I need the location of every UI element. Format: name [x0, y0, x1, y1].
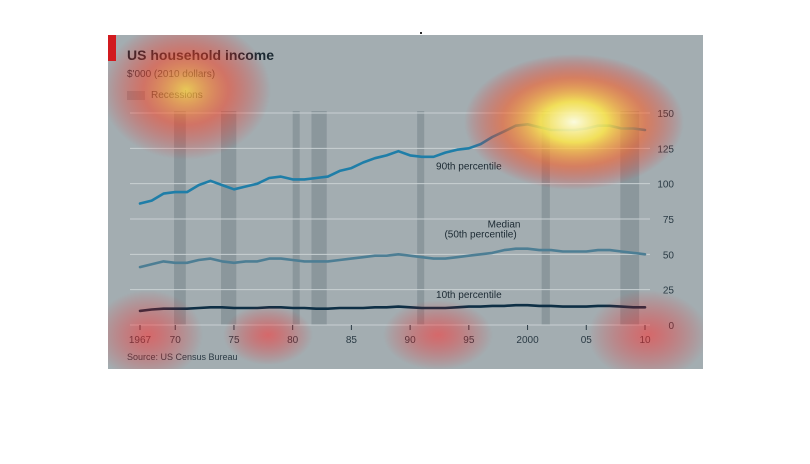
series-annotation: 10th percentile [436, 290, 502, 301]
chart-title: US household income [127, 47, 275, 63]
y-tick-label: 75 [663, 215, 675, 226]
recession-legend-label: Recessions [151, 90, 203, 101]
recession-band [417, 111, 425, 325]
line-chart: 0 25 50 75 100 125 150 1967 70 75 80 85 90 95 2000 05 10… [129, 109, 675, 346]
y-tick-label: 25 [663, 286, 675, 297]
x-tick-label: 90 [405, 335, 417, 346]
y-tick-label: 125 [657, 144, 674, 155]
series-annotation: 90th percentile [436, 162, 502, 173]
series-line [138, 123, 647, 205]
chart-source: Source: US Census Bureau [127, 352, 238, 362]
x-tick-label: 2000 [516, 335, 539, 346]
recession-legend: Recessions [127, 90, 203, 101]
x-tick-label: 1967 [129, 335, 152, 346]
chart-subtitle: $'000 (2010 dollars) [127, 69, 216, 80]
y-tick-label: 150 [657, 109, 674, 120]
recession-band [541, 111, 550, 325]
x-tick-label: 10 [639, 335, 651, 346]
y-tick-label: 100 [657, 180, 674, 191]
recession-band [311, 111, 327, 325]
recession-band [174, 111, 186, 325]
x-tick-label: 05 [581, 335, 593, 346]
series-line [138, 247, 647, 269]
recession-swatch [127, 91, 145, 100]
series-annotation: (50th percentile) [444, 229, 516, 240]
recession-band [620, 111, 640, 325]
y-tick-label: 50 [663, 250, 675, 261]
series-annotation: Median [488, 219, 521, 230]
stray-pixel [420, 32, 422, 34]
x-tick-label: 95 [463, 335, 475, 346]
chart-card: 0 25 50 75 100 125 150 1967 70 75 80 85 90 95 2000 05 10… [108, 35, 703, 369]
series-line [138, 303, 647, 313]
recession-band [221, 111, 237, 325]
x-tick-label: 70 [170, 335, 182, 346]
x-tick-label: 85 [346, 335, 358, 346]
recession-band [292, 111, 300, 325]
x-tick-label: 80 [287, 335, 299, 346]
x-tick-label: 75 [228, 335, 240, 346]
y-tick-label: 0 [668, 321, 674, 332]
